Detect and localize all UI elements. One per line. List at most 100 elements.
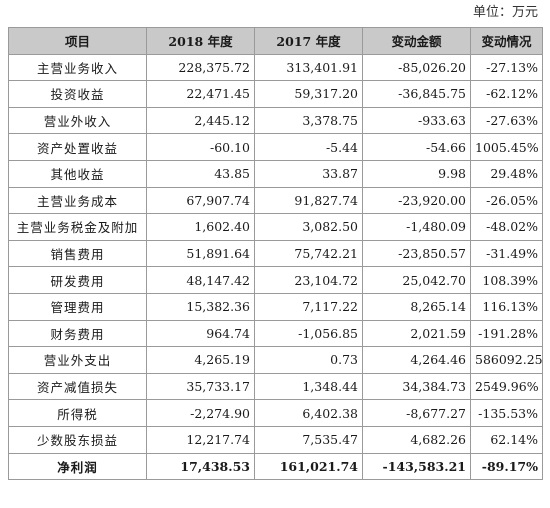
table-row: 研发费用 48,147.42 23,104.72 25,042.70 108.39% xyxy=(8,266,543,294)
cell-item: 营业外支出 xyxy=(8,346,147,374)
header-2017: 2017 年度 xyxy=(254,27,363,55)
cell-2018: 228,375.72 xyxy=(146,53,255,82)
table-header-row: 项目 2018 年度 2017 年度 变动金额 变动情况 xyxy=(8,27,543,55)
cell-change-pct: -191.28% xyxy=(470,319,543,348)
cell-2017: 33.87 xyxy=(254,159,363,188)
cell-item: 所得税 xyxy=(8,399,147,427)
cell-item: 营业外收入 xyxy=(8,106,147,135)
cell-2017: 3,378.75 xyxy=(254,106,363,135)
cell-change-pct: -26.05% xyxy=(470,186,543,215)
table-row: 资产减值损失 35,733.17 1,348.44 34,384.73 2549.96% xyxy=(8,372,543,401)
cell-change-amount: 4,682.26 xyxy=(362,425,471,454)
cell-2018: 22,471.45 xyxy=(146,80,255,108)
cell-2018: -2,274.90 xyxy=(146,399,255,427)
cell-2017: -1,056.85 xyxy=(254,319,363,348)
cell-change-pct: 2549.96% xyxy=(470,372,543,401)
header-item: 项目 xyxy=(8,27,147,55)
cell-2017: 91,827.74 xyxy=(254,186,363,215)
cell-2017: 6,402.38 xyxy=(254,399,363,427)
cell-change-pct: 116.13% xyxy=(470,292,543,321)
cell-2018: 15,382.36 xyxy=(146,292,255,321)
cell-change-amount: -143,583.21 xyxy=(362,452,471,481)
cell-2018: 12,217.74 xyxy=(146,425,255,454)
cell-2017: 0.73 xyxy=(254,346,363,374)
table-row: 主营业务成本 67,907.74 91,827.74 -23,920.00 -26.05… xyxy=(8,186,543,215)
cell-item: 少数股东损益 xyxy=(8,425,147,454)
financial-table: 项目 2018 年度 2017 年度 变动金额 变动情况 主营业务收入 228,3… xyxy=(8,27,543,481)
cell-change-amount: -1,480.09 xyxy=(362,213,471,241)
table-body: 主营业务收入 228,375.72 313,401.91 -85,026.20 -27.… xyxy=(8,53,543,454)
cell-2017: 161,021.74 xyxy=(254,452,363,481)
cell-2018: 51,891.64 xyxy=(146,239,255,268)
cell-change-pct: 586092.25% xyxy=(470,346,543,374)
cell-change-amount: 34,384.73 xyxy=(362,372,471,401)
table-row: 所得税 -2,274.90 6,402.38 -8,677.27 -135.53% xyxy=(8,399,543,427)
cell-2018: 964.74 xyxy=(146,319,255,348)
table-row: 少数股东损益 12,217.74 7,535.47 4,682.26 62.14% xyxy=(8,425,543,454)
cell-item: 投资收益 xyxy=(8,80,147,108)
cell-2017: 75,742.21 xyxy=(254,239,363,268)
table-row: 管理费用 15,382.36 7,117.22 8,265.14 116.13% xyxy=(8,292,543,321)
cell-2017: 59,317.20 xyxy=(254,80,363,108)
cell-2018: 4,265.19 xyxy=(146,346,255,374)
cell-change-pct: -135.53% xyxy=(470,399,543,427)
cell-change-amount: 9.98 xyxy=(362,159,471,188)
cell-change-pct: -31.49% xyxy=(470,239,543,268)
cell-item: 管理费用 xyxy=(8,292,147,321)
table-row: 财务费用 964.74 -1,056.85 2,021.59 -191.28% xyxy=(8,319,543,348)
cell-2018: 48,147.42 xyxy=(146,266,255,294)
cell-2017: 313,401.91 xyxy=(254,53,363,82)
cell-2017: 7,535.47 xyxy=(254,425,363,454)
cell-change-pct: 29.48% xyxy=(470,159,543,188)
cell-change-pct: -62.12% xyxy=(470,80,543,108)
cell-change-pct: 1005.45% xyxy=(470,133,543,161)
cell-item: 资产处置收益 xyxy=(8,133,147,161)
cell-2017: 1,348.44 xyxy=(254,372,363,401)
cell-item: 其他收益 xyxy=(8,159,147,188)
cell-2017: -5.44 xyxy=(254,133,363,161)
table-row: 主营业务税金及附加 1,602.40 3,082.50 -1,480.09 -48.02… xyxy=(8,213,543,241)
header-2018: 2018 年度 xyxy=(146,27,255,55)
cell-2018: 67,907.74 xyxy=(146,186,255,215)
cell-change-amount: -36,845.75 xyxy=(362,80,471,108)
cell-item: 主营业务成本 xyxy=(8,186,147,215)
cell-item: 资产减值损失 xyxy=(8,372,147,401)
cell-change-pct: -89.17% xyxy=(470,452,543,481)
cell-change-pct: -27.13% xyxy=(470,53,543,82)
table-row: 资产处置收益 -60.10 -5.44 -54.66 1005.45% xyxy=(8,133,543,161)
cell-change-amount: 2,021.59 xyxy=(362,319,471,348)
cell-change-amount: -54.66 xyxy=(362,133,471,161)
table-row: 投资收益 22,471.45 59,317.20 -36,845.75 -62.12% xyxy=(8,80,543,108)
cell-change-amount: -85,026.20 xyxy=(362,53,471,82)
cell-2018: 2,445.12 xyxy=(146,106,255,135)
cell-2018: 35,733.17 xyxy=(146,372,255,401)
cell-item: 主营业务税金及附加 xyxy=(8,213,147,241)
cell-item: 财务费用 xyxy=(8,319,147,348)
cell-change-amount: -933.63 xyxy=(362,106,471,135)
cell-2017: 7,117.22 xyxy=(254,292,363,321)
cell-change-pct: 108.39% xyxy=(470,266,543,294)
cell-change-amount: -23,920.00 xyxy=(362,186,471,215)
cell-item: 销售费用 xyxy=(8,239,147,268)
cell-2018: 43.85 xyxy=(146,159,255,188)
table-row: 营业外收入 2,445.12 3,378.75 -933.63 -27.63% xyxy=(8,106,543,135)
table-row: 其他收益 43.85 33.87 9.98 29.48% xyxy=(8,159,543,188)
cell-change-amount: 25,042.70 xyxy=(362,266,471,294)
table-row-total: 净利润 17,438.53 161,021.74 -143,583.21 -89… xyxy=(8,452,543,481)
cell-2017: 23,104.72 xyxy=(254,266,363,294)
cell-item: 研发费用 xyxy=(8,266,147,294)
cell-2018: 17,438.53 xyxy=(146,452,255,481)
cell-item: 主营业务收入 xyxy=(8,53,147,82)
cell-change-amount: -23,850.57 xyxy=(362,239,471,268)
cell-2018: -60.10 xyxy=(146,133,255,161)
header-change-pct: 变动情况 xyxy=(470,27,543,55)
cell-change-pct: 62.14% xyxy=(470,425,543,454)
cell-2017: 3,082.50 xyxy=(254,213,363,241)
cell-change-amount: -8,677.27 xyxy=(362,399,471,427)
cell-change-pct: -48.02% xyxy=(470,213,543,241)
table-row: 主营业务收入 228,375.72 313,401.91 -85,026.20 -27.… xyxy=(8,53,543,82)
cell-change-amount: 8,265.14 xyxy=(362,292,471,321)
table-row: 销售费用 51,891.64 75,742.21 -23,850.57 -31.49% xyxy=(8,239,543,268)
header-change-amount: 变动金额 xyxy=(362,27,471,55)
